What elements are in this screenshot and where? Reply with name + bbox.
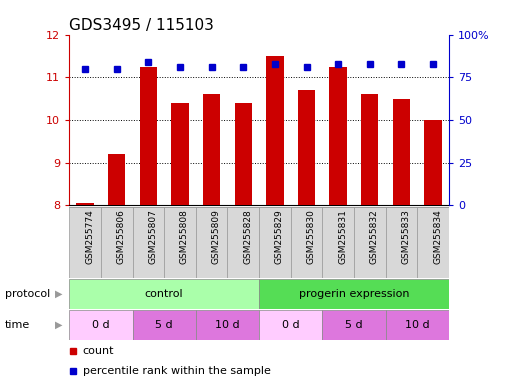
Bar xyxy=(132,310,196,340)
Text: time: time xyxy=(5,320,30,330)
Text: GSM255832: GSM255832 xyxy=(370,210,379,264)
Bar xyxy=(266,56,284,205)
Bar xyxy=(291,207,322,278)
Bar xyxy=(259,310,322,340)
Text: count: count xyxy=(83,346,114,356)
Bar xyxy=(164,207,196,278)
Text: percentile rank within the sample: percentile rank within the sample xyxy=(83,366,270,376)
Bar xyxy=(132,207,164,278)
Text: GSM255829: GSM255829 xyxy=(275,210,284,264)
Text: ▶: ▶ xyxy=(55,320,63,330)
Bar xyxy=(108,154,125,205)
Text: GSM255807: GSM255807 xyxy=(148,210,157,264)
Bar xyxy=(69,310,132,340)
Bar xyxy=(259,279,449,309)
Text: GDS3495 / 115103: GDS3495 / 115103 xyxy=(69,18,214,33)
Text: GSM255834: GSM255834 xyxy=(433,210,442,264)
Bar xyxy=(140,66,157,205)
Text: GSM255774: GSM255774 xyxy=(85,210,94,264)
Bar xyxy=(424,120,442,205)
Bar xyxy=(196,207,227,278)
Text: progerin expression: progerin expression xyxy=(299,289,409,299)
Bar xyxy=(76,203,94,205)
Text: 5 d: 5 d xyxy=(345,320,363,330)
Text: GSM255828: GSM255828 xyxy=(243,210,252,264)
Bar xyxy=(354,207,386,278)
Bar xyxy=(417,207,449,278)
Bar xyxy=(259,207,291,278)
Text: 10 d: 10 d xyxy=(215,320,240,330)
Text: GSM255830: GSM255830 xyxy=(306,210,315,264)
Bar xyxy=(69,279,259,309)
Text: GSM255808: GSM255808 xyxy=(180,210,189,264)
Text: 5 d: 5 d xyxy=(155,320,173,330)
Text: 0 d: 0 d xyxy=(282,320,300,330)
Text: ▶: ▶ xyxy=(55,289,63,299)
Bar xyxy=(393,99,410,205)
Text: protocol: protocol xyxy=(5,289,50,299)
Text: control: control xyxy=(145,289,184,299)
Text: GSM255806: GSM255806 xyxy=(117,210,126,264)
Bar xyxy=(227,207,259,278)
Text: GSM255831: GSM255831 xyxy=(338,210,347,264)
Bar xyxy=(69,207,101,278)
Bar xyxy=(298,90,315,205)
Bar xyxy=(329,66,347,205)
Bar xyxy=(386,310,449,340)
Bar xyxy=(196,310,259,340)
Text: GSM255833: GSM255833 xyxy=(401,210,410,264)
Bar xyxy=(322,207,354,278)
Bar xyxy=(361,94,379,205)
Text: 0 d: 0 d xyxy=(92,320,110,330)
Bar xyxy=(386,207,417,278)
Bar xyxy=(101,207,132,278)
Bar xyxy=(203,94,220,205)
Bar xyxy=(322,310,386,340)
Bar xyxy=(171,103,189,205)
Bar xyxy=(234,103,252,205)
Text: GSM255809: GSM255809 xyxy=(211,210,221,264)
Text: 10 d: 10 d xyxy=(405,320,429,330)
